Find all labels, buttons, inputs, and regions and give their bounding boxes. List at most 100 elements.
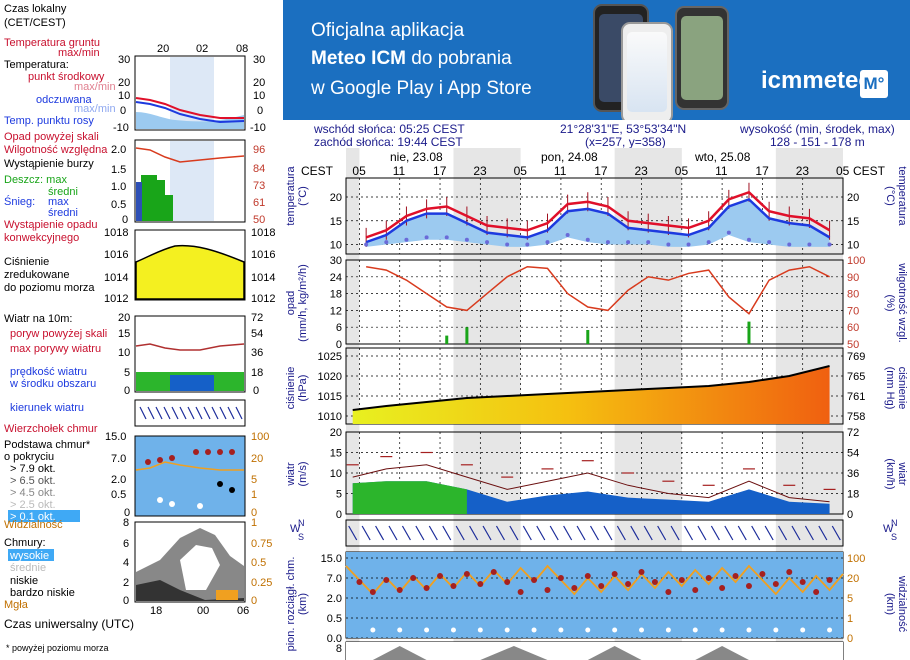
precip-unit: (mm/h, kg/m²/h): [297, 264, 309, 342]
wind-tick-right: 0: [253, 385, 259, 397]
hour-tick: 11: [393, 164, 406, 178]
wind-tick: 15: [118, 328, 130, 340]
cloud-top-dot: [678, 577, 685, 583]
wdir-w-left: W: [290, 523, 301, 535]
cloud-base-dot: [665, 627, 671, 633]
dew-point: [787, 242, 792, 247]
humidity-tick: 90: [847, 272, 859, 284]
press-tick-right: 761: [847, 391, 865, 403]
press-tick-right: 1018: [251, 227, 275, 239]
vis-tick: 1: [251, 489, 257, 501]
wind-arrow: [603, 525, 613, 541]
wind-arrow: [818, 525, 828, 541]
temp-tick: -10: [113, 122, 129, 134]
utc-tick: 18: [150, 605, 162, 617]
wind-arrow: [778, 525, 788, 541]
local-tick: 08: [236, 43, 248, 55]
wind-arrow: [361, 525, 371, 541]
cloud-top-dot: [410, 575, 417, 581]
icmmeteo-logo: icmmeteo: [761, 67, 874, 94]
legend-cloud-top: Wierzchołek chmur: [4, 423, 98, 435]
cloud-top-dot: [356, 579, 363, 585]
temp-ylabel-right: temperatura: [896, 166, 908, 226]
temp-tick: 10: [118, 90, 130, 102]
dew-point: [424, 235, 429, 240]
legend-humidity: Wilgotność względna: [4, 144, 108, 156]
mini-night-band: [170, 57, 214, 129]
legend-ground-temp: Temperatura gruntu: [4, 37, 100, 49]
wind-arrow: [469, 525, 479, 541]
mini-feel-line: [135, 101, 245, 124]
cloud-base-dot: [558, 627, 564, 633]
hour-tick: 05: [675, 164, 689, 178]
temp-tick-right: 10: [847, 240, 859, 252]
legend-ground-maxmin: max/min: [58, 47, 100, 59]
dew-point: [464, 237, 469, 242]
dew-point: [384, 240, 389, 245]
wind-arrow: [697, 525, 707, 541]
day-label: wto, 25.08: [694, 150, 751, 164]
mini-press-area: [135, 244, 245, 300]
wind-arrow: [751, 525, 761, 541]
wind-area: [352, 481, 830, 514]
dew-point: [404, 237, 409, 242]
cloud-shape: [372, 646, 427, 660]
legend-cl-high-bg: [8, 549, 54, 561]
wind-tick-right: 72: [251, 312, 263, 324]
wind-tick-right: 18: [251, 367, 263, 379]
press-tick: 1014: [104, 272, 128, 284]
cloud-base-dot: [370, 627, 376, 633]
hour-tick: 05: [352, 164, 366, 178]
cloud-top-dot: [732, 573, 739, 579]
clouds-tick: 6: [123, 538, 129, 550]
cloud-base-dot: [585, 627, 591, 633]
wind-arrow: [643, 525, 653, 541]
wind-tick-right: 18: [847, 489, 859, 501]
banner-line-2: Meteo ICM do pobrania: [311, 48, 512, 70]
fog-tick: 1: [251, 517, 257, 529]
wind-arrow: [576, 525, 586, 541]
cloud-top-dot: [692, 587, 699, 593]
phone-image: [621, 22, 673, 120]
cloud-top-dot: [544, 587, 551, 593]
legend-snow: Śnieg:: [4, 195, 35, 208]
dew-point: [746, 237, 751, 242]
dew-point: [485, 240, 490, 245]
mini-snow-bar: [136, 182, 142, 221]
legend-visibility: Widzialność: [4, 519, 63, 531]
meteogram: CEST CEST nie, 23.08 pon, 24.08 wto, 25.…: [285, 148, 908, 660]
icmmeteo-logo-box: M°: [860, 70, 888, 98]
wind-arrow: [589, 525, 600, 541]
dew-point: [827, 242, 832, 247]
wind-arrow: [522, 525, 532, 541]
wind-tick-right: 54: [847, 448, 859, 460]
cloud-top-dot: [625, 581, 632, 587]
hour-tick: 05: [836, 164, 850, 178]
wind-arrow: [482, 525, 492, 541]
hour-tick: 17: [433, 164, 447, 178]
mini-clouds-low: [136, 580, 244, 601]
app-banner[interactable]: Oficjalna aplikacja Meteo ICM do pobrani…: [283, 0, 910, 120]
legend-feel: odczuwana: [36, 94, 93, 106]
temp-frame: [345, 177, 844, 255]
cloud-base-dot: [827, 627, 833, 633]
legend-wind-title: Wiatr na 10m:: [4, 313, 72, 325]
press-tick: 1012: [104, 293, 128, 305]
hour-tick: 17: [755, 164, 769, 178]
legend-wind-dir: kierunek wiatru: [10, 402, 84, 414]
legend-press-2: zredukowane: [4, 269, 69, 281]
humidity-line: [366, 265, 830, 315]
pressure-line: [352, 365, 830, 411]
vis-ylabel: widzialność: [896, 575, 908, 633]
hour-tick: 11: [554, 164, 567, 178]
rain-bar: [586, 330, 590, 344]
cloud-tick: 2.0: [327, 593, 342, 605]
feel-band: [366, 199, 830, 247]
clouds-panel: 8: [336, 642, 843, 660]
cloud-top-dot: [571, 585, 578, 591]
wind-tick-right: 36: [251, 347, 263, 359]
legend-temp-title: Temperatura:: [4, 59, 69, 71]
rain-bar: [747, 321, 751, 344]
sunset-text: zachód słońca: 19:44 CEST: [314, 135, 463, 149]
sky-area: [346, 552, 843, 638]
